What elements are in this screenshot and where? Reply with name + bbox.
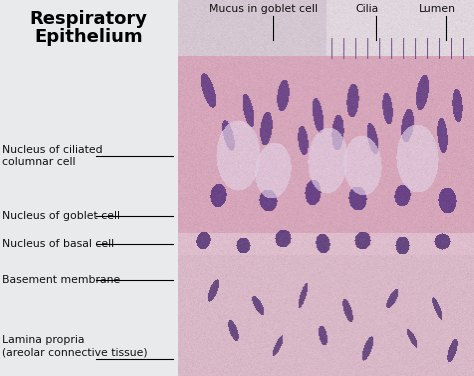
Text: Respiratory: Respiratory <box>30 10 148 28</box>
Text: Basement membrane: Basement membrane <box>2 275 120 285</box>
Text: Epithelium: Epithelium <box>35 27 143 45</box>
Text: Cilia: Cilia <box>356 4 379 14</box>
Bar <box>0 0 178 376</box>
Text: Nucleus of goblet cell: Nucleus of goblet cell <box>2 211 120 221</box>
Text: Mucus in goblet cell: Mucus in goblet cell <box>209 4 318 14</box>
Text: Nucleus of basal cell: Nucleus of basal cell <box>2 240 115 249</box>
Text: Lumen: Lumen <box>419 4 456 14</box>
Text: Nucleus of ciliated
columnar cell: Nucleus of ciliated columnar cell <box>2 145 103 167</box>
Text: Lamina propria
(areolar connective tissue): Lamina propria (areolar connective tissu… <box>2 335 148 357</box>
